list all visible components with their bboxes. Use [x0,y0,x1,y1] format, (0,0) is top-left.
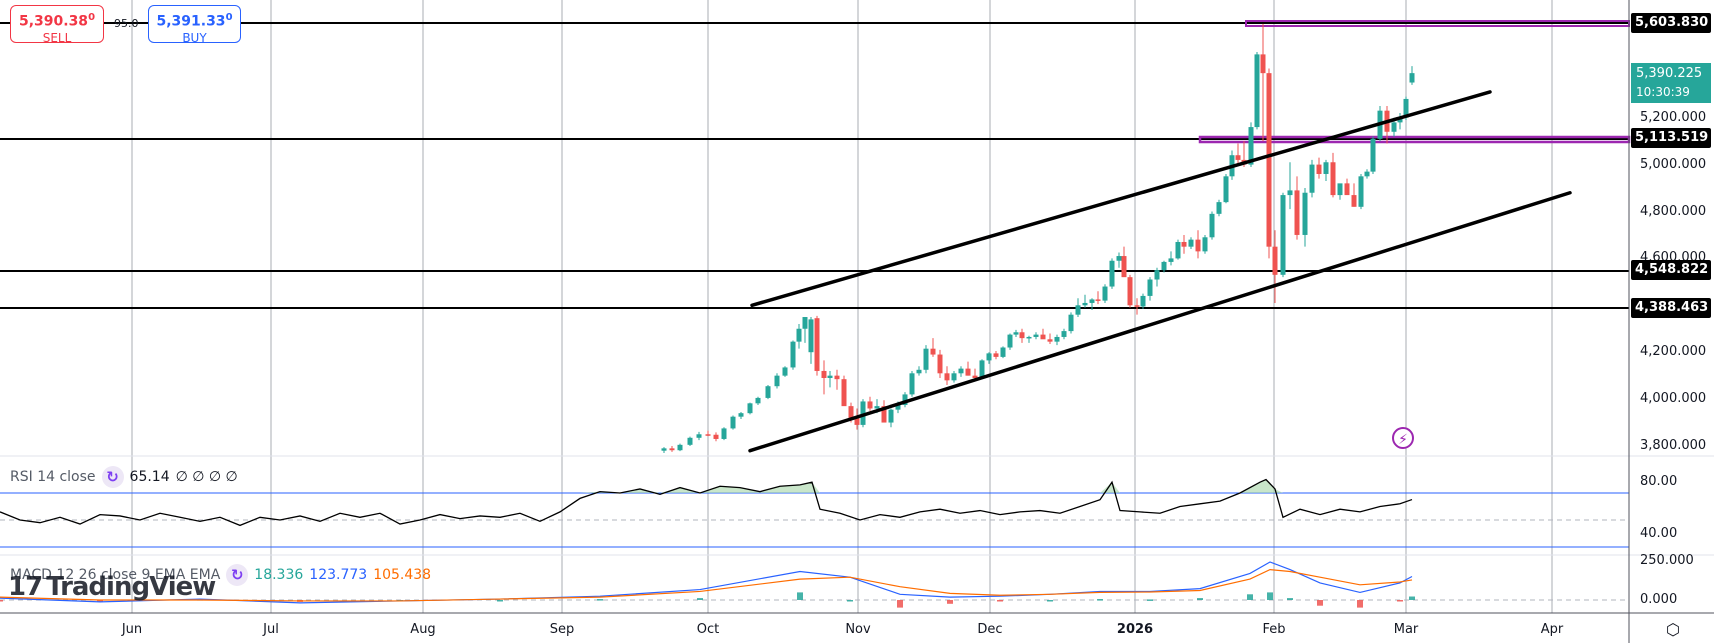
macd-axis-0: 0.000 [1640,592,1678,607]
sell-button[interactable]: 5,390.380 SELL [10,5,104,45]
time-axis-label: Mar [1393,622,1419,637]
price-axis-tick: 4,000.000 [1640,391,1707,407]
macd-signal-value: 105.438 [373,567,432,583]
sell-label: SELL [42,30,72,45]
rsi-axis-40: 40.00 [1640,526,1678,541]
time-axis-label: Jun [121,622,143,637]
macd-legend[interactable]: MACD 12 26 close 9 EMA EMA ↻ 18.336 123.… [10,564,431,586]
rsi-extras: ∅ ∅ ∅ ∅ [175,469,238,485]
settings-gear-icon[interactable]: ⬡ [1666,620,1680,639]
buy-price: 5,391.33 [156,13,226,30]
price-axis-tick: 4,800.000 [1640,203,1707,219]
bar-countdown: 10:30:39 [1636,85,1690,99]
rsi-value: 65.14 [129,469,170,485]
price-level-tag: 4,388.463 [1631,298,1711,318]
time-axis-label: 2026 [1116,622,1154,637]
macd-hist-value: 18.336 [254,567,304,583]
time-axis-label: Oct [696,622,720,637]
time-axis-label: Jul [263,622,279,637]
rsi-pane [0,478,1629,548]
sell-price-sup: 0 [88,12,96,23]
macd-line-value: 123.773 [309,567,368,583]
price-axis-tick: 3,800.000 [1640,438,1707,453]
price-level-tag: 5,603.830 [1631,13,1711,33]
buy-price-sup: 0 [225,12,233,23]
time-axis-label: Feb [1262,622,1286,637]
tradingview-logo[interactable]: 17 TradingView [8,572,216,602]
time-axis-label: Nov [845,622,871,637]
logo-text: TradingView [46,572,216,602]
rsi-axis-80: 80.00 [1640,474,1678,489]
rsi-legend[interactable]: RSI 14 close ↻ 65.14 ∅ ∅ ∅ ∅ [10,466,238,488]
price-axis-tick: 5,000.000 [1640,156,1707,172]
rsi-name: RSI 14 close [10,469,96,485]
macd-name: MACD 12 26 close 9 EMA EMA [10,567,221,583]
buy-button[interactable]: 5,391.330 BUY [148,5,241,45]
cycle-icon[interactable]: ↻ [226,564,249,586]
spread-value: 95.0 [114,17,139,30]
last-price-tag: 5,390.225 10:30:39 [1631,63,1711,103]
time-axis-label: Apr [1540,622,1564,637]
price-level-tag: 4,548.822 [1631,260,1711,281]
sell-price: 5,390.38 [18,13,89,30]
price-axis-tick: 5,200.000 [1640,109,1707,125]
trend-channel-lines[interactable] [748,90,1572,453]
price-level-tag: 5,113.519 [1631,127,1711,148]
time-axis-label: Dec [977,622,1003,637]
logo-mark: 17 [8,572,43,602]
last-price: 5,390.225 [1636,66,1703,81]
candlestick-series [661,23,1415,454]
macd-pane [0,561,1629,608]
macd-axis-250: 250.000 [1640,553,1694,568]
buy-label: BUY [182,30,207,45]
cycle-icon[interactable]: ↻ [101,466,124,488]
price-axis-tick: 4,200.000 [1640,344,1707,360]
horizontal-levels[interactable] [0,22,1629,309]
grid-lines [131,0,1553,613]
lightning-alert-icon[interactable]: ⚡ [1392,427,1414,449]
time-axis-label: Aug [410,622,436,637]
time-axis-label: Sep [549,622,575,637]
